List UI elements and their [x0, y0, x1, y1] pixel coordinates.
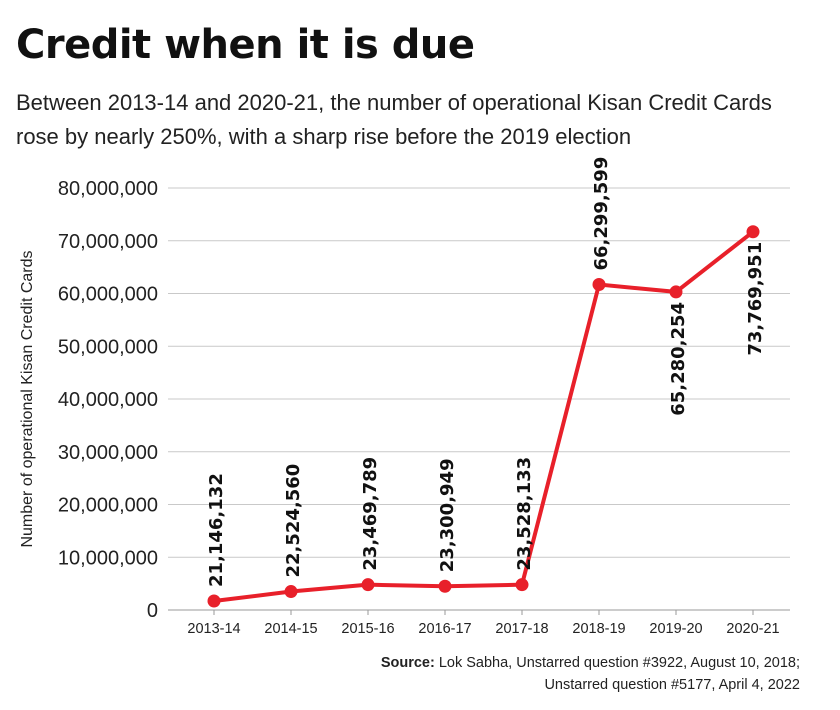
x-tick-label: 2013-14	[187, 621, 240, 637]
y-tick-label: 0	[147, 600, 158, 622]
series-line	[213, 230, 755, 604]
y-tick-label: 30,000,000	[58, 442, 158, 464]
y-tick-label: 60,000,000	[58, 284, 158, 306]
source-line-1: Lok Sabha, Unstarred question #3922, Aug…	[438, 655, 800, 671]
y-tick-label: 40,000,000	[58, 389, 158, 411]
data-label: 66,299,599	[591, 157, 612, 271]
y-tick-label: 70,000,000	[58, 231, 158, 253]
x-tick-label: 2014-15	[264, 621, 317, 637]
data-label: 22,524,560	[283, 464, 304, 578]
data-point	[284, 585, 298, 599]
data-point	[515, 578, 529, 592]
y-tick-label: 50,000,000	[58, 336, 158, 358]
y-tick-label: 20,000,000	[58, 495, 158, 517]
x-tick-label: 2020-21	[726, 621, 779, 637]
x-tick-label: 2015-16	[341, 621, 394, 637]
source-note: Source: Lok Sabha, Unstarred question #3…	[381, 652, 800, 696]
data-point	[746, 225, 760, 239]
data-point	[669, 285, 683, 299]
data-point	[592, 278, 606, 292]
data-label: 21,146,132	[206, 473, 227, 587]
x-tick-label: 2016-17	[418, 621, 471, 637]
y-axis-label: Number of operational Kisan Credit Cards	[19, 250, 36, 547]
x-tick-label: 2019-20	[649, 621, 702, 637]
source-label: Source:	[380, 655, 435, 671]
y-tick-label: 10,000,000	[58, 547, 158, 569]
data-label: 65,280,254	[668, 302, 689, 416]
data-label: 73,769,951	[745, 242, 766, 356]
chart-title: Credit when it is due	[16, 22, 475, 68]
x-tick-label: 2018-19	[572, 621, 625, 637]
data-point	[438, 579, 452, 593]
x-tick-label: 2017-18	[495, 621, 548, 637]
line-chart: 0 10,000,000 20,000,000 30,000,000 40,000,00…	[19, 157, 790, 637]
data-label: 23,469,789	[360, 457, 381, 571]
chart-subtitle: Between 2013-14 and 2020-21, the number …	[16, 90, 772, 149]
data-label: 23,528,133	[514, 457, 535, 571]
data-point	[207, 594, 221, 608]
y-tick-label: 80,000,000	[58, 178, 158, 200]
data-label: 23,300,949	[437, 458, 458, 572]
data-point	[361, 578, 375, 592]
source-line-2: Unstarred question #5177, April 4, 2022	[544, 677, 800, 693]
